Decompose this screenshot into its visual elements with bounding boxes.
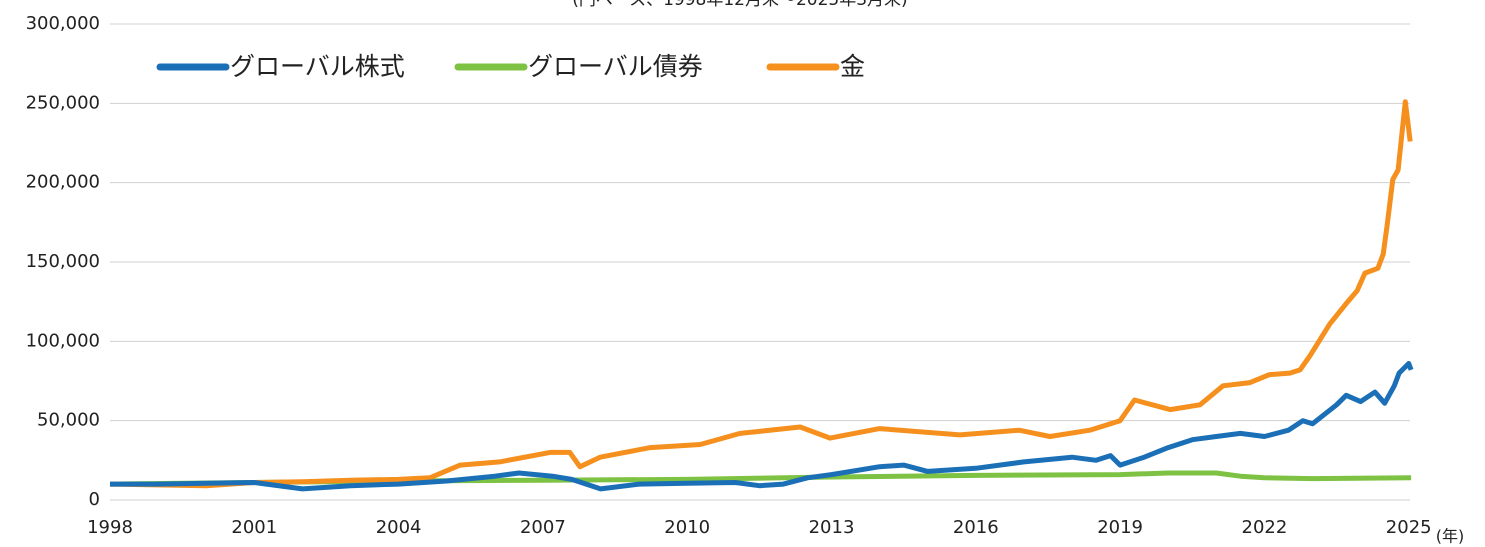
- legend-label: グローバル株式: [230, 52, 405, 81]
- x-tick-label: 2019: [1097, 517, 1143, 538]
- y-tick-label: 0: [89, 489, 100, 510]
- y-tick-label: 200,000: [26, 172, 100, 193]
- x-tick-label: 2001: [231, 517, 277, 538]
- x-tick-label: 2022: [1242, 517, 1288, 538]
- legend-label: グローバル債券: [528, 52, 703, 81]
- data-line: [109, 99, 1413, 489]
- chart-subtitle: (円ベース、1998年12月末～2025年3月末): [572, 0, 907, 10]
- x-tick-label: 2010: [664, 517, 710, 538]
- legend-label: 金: [840, 52, 865, 81]
- y-tick-label: 100,000: [26, 330, 100, 351]
- x-tick-label: 2016: [953, 517, 999, 538]
- y-tick-label: 300,000: [26, 13, 100, 34]
- y-tick-label: 150,000: [26, 251, 100, 272]
- x-unit: (年): [1436, 527, 1465, 546]
- x-tick-label: 2013: [809, 517, 855, 538]
- x-tick-label: 1998: [87, 517, 133, 538]
- y-tick-label: 250,000: [26, 92, 100, 113]
- x-tick-label: 2004: [376, 517, 422, 538]
- x-tick-label: 2025: [1386, 517, 1432, 538]
- x-tick-label: 2007: [520, 517, 566, 538]
- data-line: [110, 361, 1414, 492]
- y-tick-label: 50,000: [37, 410, 100, 431]
